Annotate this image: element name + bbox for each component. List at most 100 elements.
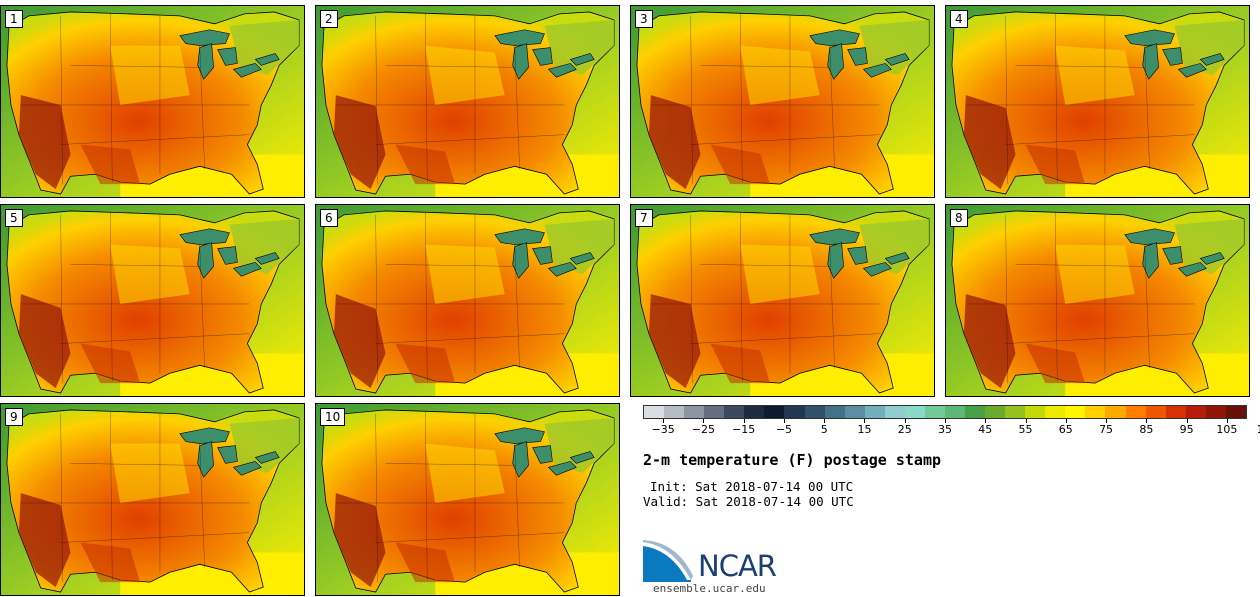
central-plains [425, 443, 505, 503]
colorbar-tick [945, 419, 946, 423]
great-lake [827, 43, 844, 80]
great-lake [197, 242, 214, 279]
great-lake [1124, 228, 1175, 245]
member-number: 7 [635, 209, 653, 227]
state-borders [335, 411, 565, 583]
temperature-colorbar [643, 405, 1247, 419]
great-lake [232, 262, 262, 277]
colorbar-tick-label: 35 [938, 423, 952, 436]
init-time: Init: Sat 2018-07-14 00 UTC [650, 479, 854, 494]
great-lake [547, 461, 577, 476]
colorbar-swatch [824, 406, 845, 418]
member-panel: 10 [315, 403, 620, 596]
state-borders [335, 13, 565, 185]
colorbar-swatch [1105, 406, 1126, 418]
colorbar-swatch [1125, 406, 1146, 418]
desert-southwest [963, 294, 1016, 389]
colorbar-tick-label: 95 [1179, 423, 1194, 436]
desert-southwest [648, 294, 701, 389]
colorbar-tick-label: 15 [857, 423, 872, 436]
great-lake [1162, 246, 1183, 265]
colorbar-tick-label: −25 [691, 423, 715, 436]
central-plains [425, 45, 505, 105]
texas-heat [710, 343, 771, 384]
colorbar-swatch [1045, 406, 1066, 418]
state-borders [20, 411, 250, 583]
temperature-map [1, 205, 304, 396]
colorbar-swatch [764, 406, 785, 418]
state-borders [965, 212, 1195, 384]
colorbar-tick [1226, 419, 1228, 423]
northeast-cool [859, 19, 930, 76]
colorbar-tick-label: −35 [651, 423, 675, 436]
desert-southwest [333, 493, 386, 588]
central-plains [740, 45, 820, 105]
great-lake [494, 29, 545, 46]
member-number: 10 [320, 408, 346, 426]
colorbar-swatch [985, 406, 1006, 418]
great-lake [569, 252, 595, 265]
great-lake [494, 427, 545, 444]
colorbar-swatch [804, 406, 825, 418]
colorbar-tick-label: 25 [897, 423, 912, 436]
desert-southwest [963, 95, 1016, 190]
member-number: 6 [320, 209, 338, 227]
desert-southwest [18, 493, 71, 588]
logo-swoosh-blue [643, 542, 691, 582]
northeast-cool [229, 19, 300, 76]
central-plains [1055, 244, 1135, 304]
northeast-cool [544, 218, 615, 275]
colorbar-tick-label: 45 [978, 423, 993, 436]
colorbar-swatch [844, 406, 865, 418]
great-lake [884, 252, 910, 265]
colorbar-swatch [1165, 406, 1186, 418]
great-lake [1162, 47, 1183, 66]
great-lake [569, 53, 595, 66]
great-lake [217, 47, 238, 66]
colorbar-swatch [944, 406, 965, 418]
member-panel: 8 [945, 204, 1250, 397]
colorbar-swatch [1185, 406, 1206, 418]
texas-heat [80, 144, 141, 185]
central-plains [425, 244, 505, 304]
member-panel: 6 [315, 204, 620, 397]
great-lake [1177, 63, 1207, 78]
northeast-cool [544, 417, 615, 474]
colorbar-tick [824, 419, 826, 423]
colorbar-tick-label: −5 [775, 423, 793, 436]
colorbar-tick-label: 115 [1257, 423, 1260, 436]
great-lake [254, 451, 280, 464]
figure-title: 2-m temperature (F) postage stamp [643, 451, 942, 469]
colorbar-swatch [784, 406, 805, 418]
colorbar-swatch [724, 406, 745, 418]
ncar-logo [643, 540, 693, 582]
great-lake [847, 47, 868, 66]
central-plains [110, 45, 190, 105]
great-lake [232, 461, 262, 476]
member-number: 1 [5, 10, 23, 28]
colorbar-tick-label: 85 [1139, 423, 1154, 436]
state-borders [965, 13, 1195, 185]
northeast-cool [544, 19, 615, 76]
state-borders [20, 212, 250, 384]
great-lake [809, 29, 860, 46]
colorbar-tick [1146, 419, 1148, 423]
desert-southwest [333, 95, 386, 190]
member-panel: 9 [0, 403, 305, 596]
temperature-map [316, 404, 619, 595]
desert-southwest [648, 95, 701, 190]
great-lake [862, 63, 892, 78]
colorbar-tick [1186, 419, 1188, 423]
great-lake [827, 242, 844, 279]
state-borders [650, 212, 880, 384]
northeast-cool [229, 218, 300, 275]
texas-heat [710, 144, 771, 185]
great-lake [217, 246, 238, 265]
great-lake [512, 441, 529, 478]
temperature-map [946, 6, 1249, 197]
member-panel: 5 [0, 204, 305, 397]
desert-southwest [18, 95, 71, 190]
colorbar-tick-label: 5 [820, 423, 828, 436]
member-panel: 3 [630, 5, 935, 198]
great-lake [847, 246, 868, 265]
